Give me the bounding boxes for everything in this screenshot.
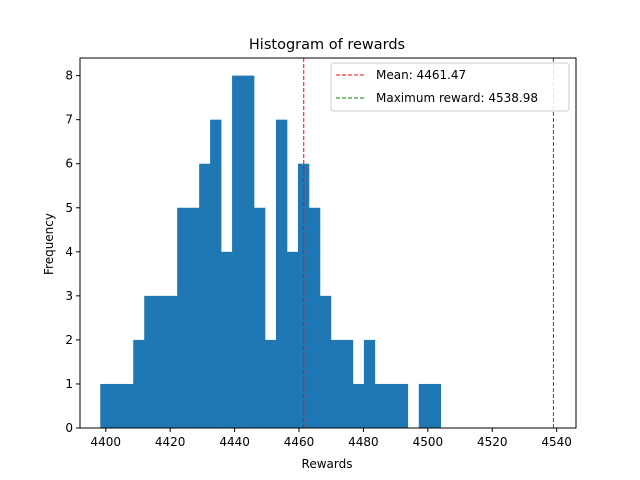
y-tick-label: 0 <box>65 421 73 435</box>
histogram-bar <box>188 207 200 428</box>
histogram-bar <box>155 295 167 428</box>
histogram-bar <box>374 383 387 428</box>
y-tick-label: 6 <box>65 157 73 171</box>
histogram-bar <box>122 383 134 428</box>
histogram-bar <box>396 383 409 428</box>
histogram-bar <box>319 295 332 428</box>
y-axis-title: Frequency <box>42 213 56 275</box>
histogram-bar <box>243 75 255 428</box>
legend-box <box>330 62 570 112</box>
x-tick-label: 4460 <box>284 435 315 449</box>
histogram-bar <box>276 119 288 429</box>
legend-label-maximum-reward: Maximum reward: 4538.98 <box>376 91 538 105</box>
histogram-bar <box>429 383 442 428</box>
histogram-bar <box>308 207 321 428</box>
x-tick-label: 4500 <box>413 435 444 449</box>
y-axis-ticks: 0 1 2 3 4 5 6 7 8 <box>65 69 80 435</box>
y-tick-label: 1 <box>65 377 73 391</box>
histogram-bar <box>133 339 145 428</box>
histogram-bar <box>144 295 156 428</box>
histogram-bar <box>111 383 123 428</box>
y-tick-label: 7 <box>65 113 73 127</box>
x-tick-label: 4440 <box>219 435 250 449</box>
histogram-bar <box>221 251 233 428</box>
reference-lines <box>303 58 554 428</box>
histogram-bar <box>100 383 112 428</box>
x-axis-title: Rewards <box>302 457 353 471</box>
y-tick-label: 2 <box>65 333 73 347</box>
histogram-bar <box>330 339 343 428</box>
legend-label-mean: Mean: 4461.47 <box>376 68 466 82</box>
legend: Mean: 4461.47 Maximum reward: 4538.98 <box>330 62 570 112</box>
x-axis-ticks: 4400 4420 4440 4460 4480 4500 4520 4540 <box>90 428 572 449</box>
plot-frame <box>79 57 577 429</box>
histogram-bar <box>341 339 354 428</box>
y-tick-label: 8 <box>65 69 73 83</box>
y-tick-label: 5 <box>65 201 73 215</box>
histogram-bar <box>363 339 376 428</box>
x-tick-label: 4520 <box>477 435 508 449</box>
histogram-bar <box>177 207 189 428</box>
x-tick-label: 4480 <box>348 435 379 449</box>
histogram-bar <box>385 383 398 428</box>
histogram-bar <box>232 75 244 428</box>
histogram-bar <box>210 119 222 429</box>
y-tick-label: 4 <box>65 245 73 259</box>
y-tick-label: 3 <box>65 289 73 303</box>
histogram-bar <box>265 339 277 428</box>
histogram-bar <box>418 383 431 428</box>
x-tick-label: 4420 <box>155 435 186 449</box>
histogram-bar <box>166 295 178 428</box>
x-tick-label: 4540 <box>541 435 572 449</box>
histogram-bar <box>199 163 211 428</box>
histogram-bar <box>352 383 365 428</box>
histogram-bar <box>254 207 266 428</box>
histogram-bars <box>100 75 442 429</box>
histogram-bar <box>286 251 299 428</box>
chart-title: Histogram of rewards <box>249 37 405 53</box>
x-tick-label: 4400 <box>90 435 121 449</box>
